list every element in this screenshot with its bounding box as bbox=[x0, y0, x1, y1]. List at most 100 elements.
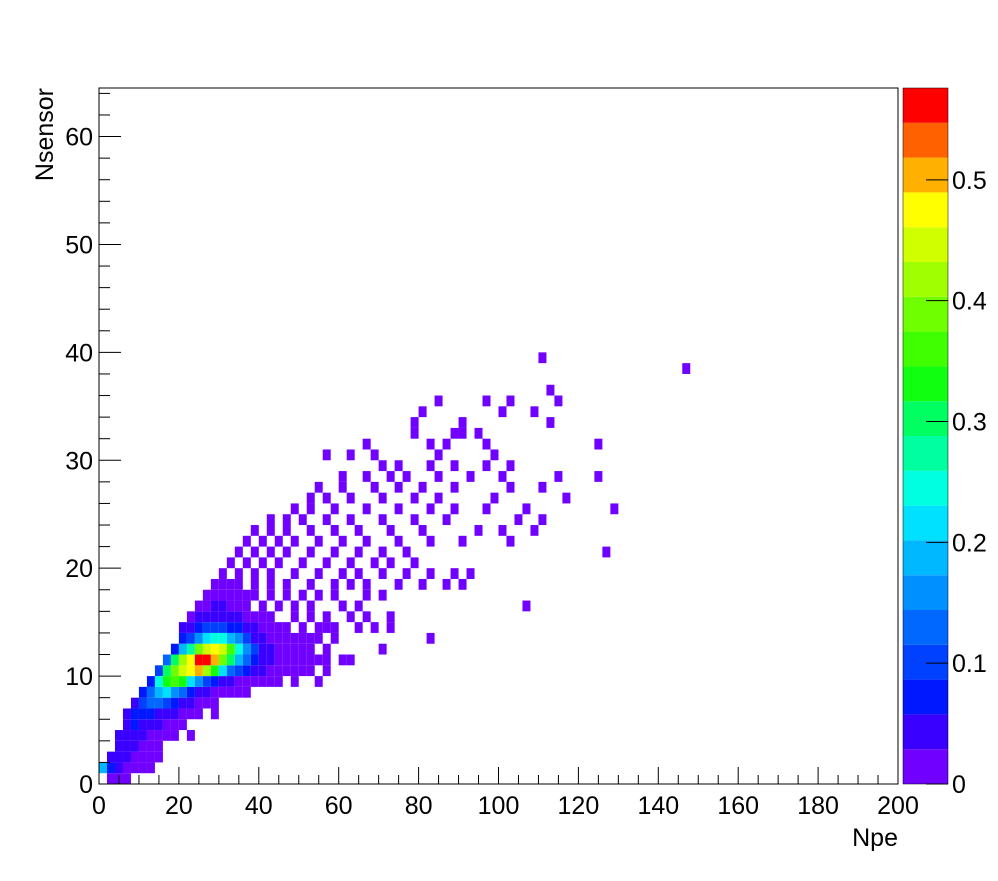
heat-cell bbox=[138, 730, 147, 741]
heat-cell bbox=[210, 697, 219, 709]
heat-cell bbox=[322, 492, 331, 504]
heat-cell bbox=[282, 622, 291, 633]
colorbar-band bbox=[903, 122, 948, 158]
heat-cell bbox=[426, 632, 435, 644]
heat-cell bbox=[410, 417, 419, 428]
colorbar-band bbox=[903, 470, 948, 506]
heat-cell bbox=[170, 686, 179, 698]
heat-cell bbox=[594, 438, 603, 450]
heat-cell bbox=[194, 643, 203, 655]
heat-cell bbox=[290, 611, 299, 623]
heat-cell bbox=[194, 697, 203, 709]
heat-cell bbox=[138, 751, 147, 763]
heat-cell bbox=[282, 632, 291, 644]
heat-cell bbox=[154, 665, 163, 677]
heat-cell bbox=[194, 665, 203, 677]
heat-cell bbox=[394, 578, 403, 590]
heat-cell bbox=[362, 589, 371, 601]
heat-cell bbox=[242, 622, 251, 633]
heat-cell bbox=[130, 708, 139, 720]
heat-cell bbox=[178, 708, 187, 720]
heat-cell bbox=[394, 481, 403, 493]
heat-cell bbox=[298, 654, 307, 666]
heat-cell bbox=[322, 611, 331, 623]
heat-cell bbox=[154, 676, 163, 687]
heat-cell bbox=[450, 568, 459, 579]
heat-cell bbox=[138, 686, 147, 698]
heat-cell bbox=[306, 492, 315, 504]
heat-cell bbox=[298, 514, 307, 526]
heat-cell bbox=[354, 600, 363, 612]
colorbar-tick-label: 0 bbox=[952, 771, 966, 799]
colorbar-tick-label: 0.3 bbox=[952, 409, 987, 437]
heat-cell bbox=[322, 643, 331, 655]
heat-cell bbox=[330, 578, 339, 590]
heat-cell bbox=[210, 686, 219, 698]
heat-cell bbox=[242, 654, 251, 666]
heat-cell bbox=[178, 697, 187, 709]
heat-cell bbox=[498, 525, 507, 536]
heat-cell bbox=[426, 438, 435, 450]
heat-cell bbox=[298, 557, 307, 569]
heat-cell bbox=[306, 611, 315, 623]
heat-cell bbox=[426, 460, 435, 472]
heat-cell bbox=[226, 676, 235, 687]
heat-cell bbox=[218, 686, 227, 698]
x-tick-label: 20 bbox=[165, 792, 193, 820]
heat-cell bbox=[226, 557, 235, 569]
heat-cell bbox=[250, 632, 259, 644]
heat-cell bbox=[258, 611, 267, 623]
heat-cell bbox=[210, 654, 219, 666]
heat-cell bbox=[186, 665, 195, 677]
heat-cell bbox=[258, 643, 267, 655]
heat-cell bbox=[138, 719, 147, 731]
colorbar-band bbox=[903, 366, 948, 402]
x-tick-label: 180 bbox=[797, 792, 839, 820]
heat-cell bbox=[178, 665, 187, 677]
heat-cell bbox=[210, 676, 219, 687]
heat-cell bbox=[274, 535, 283, 547]
heat-cell bbox=[162, 697, 171, 709]
heat-cell bbox=[506, 481, 515, 493]
heat-cell bbox=[418, 406, 427, 418]
heat-cell bbox=[146, 676, 155, 687]
heat-cell bbox=[282, 546, 291, 558]
heat-cell bbox=[458, 578, 467, 590]
heat-cell bbox=[442, 514, 451, 526]
heat-cell bbox=[378, 568, 387, 579]
heat-cell bbox=[274, 600, 283, 612]
heat-cell bbox=[282, 525, 291, 536]
heat-cell bbox=[202, 632, 211, 644]
heat-cell bbox=[234, 686, 243, 698]
heat-cell bbox=[394, 503, 403, 515]
heat-cell bbox=[266, 589, 275, 601]
heat-cell bbox=[210, 589, 219, 601]
colorbar-band bbox=[903, 749, 948, 784]
heat-cell bbox=[122, 708, 131, 720]
heat-cell bbox=[386, 611, 395, 623]
heat-cell bbox=[122, 740, 131, 752]
heat-cell bbox=[306, 665, 315, 677]
x-tick-label: 160 bbox=[717, 792, 759, 820]
heat-cell bbox=[250, 654, 259, 666]
heat-cell bbox=[346, 654, 355, 666]
heat-cell bbox=[250, 525, 259, 536]
heat-cell bbox=[266, 622, 275, 633]
heat-cell bbox=[186, 643, 195, 655]
heat-cell bbox=[242, 632, 251, 644]
heat-cell bbox=[274, 665, 283, 677]
heat-cell bbox=[346, 449, 355, 461]
heat-cell bbox=[242, 600, 251, 612]
colorbar-band bbox=[903, 262, 948, 297]
heat-cell bbox=[314, 535, 323, 547]
heat-cell bbox=[154, 751, 163, 763]
heat-cell bbox=[474, 525, 483, 536]
heat-cell bbox=[322, 622, 331, 633]
heat-cell bbox=[178, 643, 187, 655]
heat-cell bbox=[330, 589, 339, 601]
heat-cell bbox=[226, 589, 235, 601]
heat-cell bbox=[106, 751, 115, 763]
x-tick-label: 60 bbox=[325, 792, 353, 820]
heat-cell bbox=[226, 578, 235, 590]
